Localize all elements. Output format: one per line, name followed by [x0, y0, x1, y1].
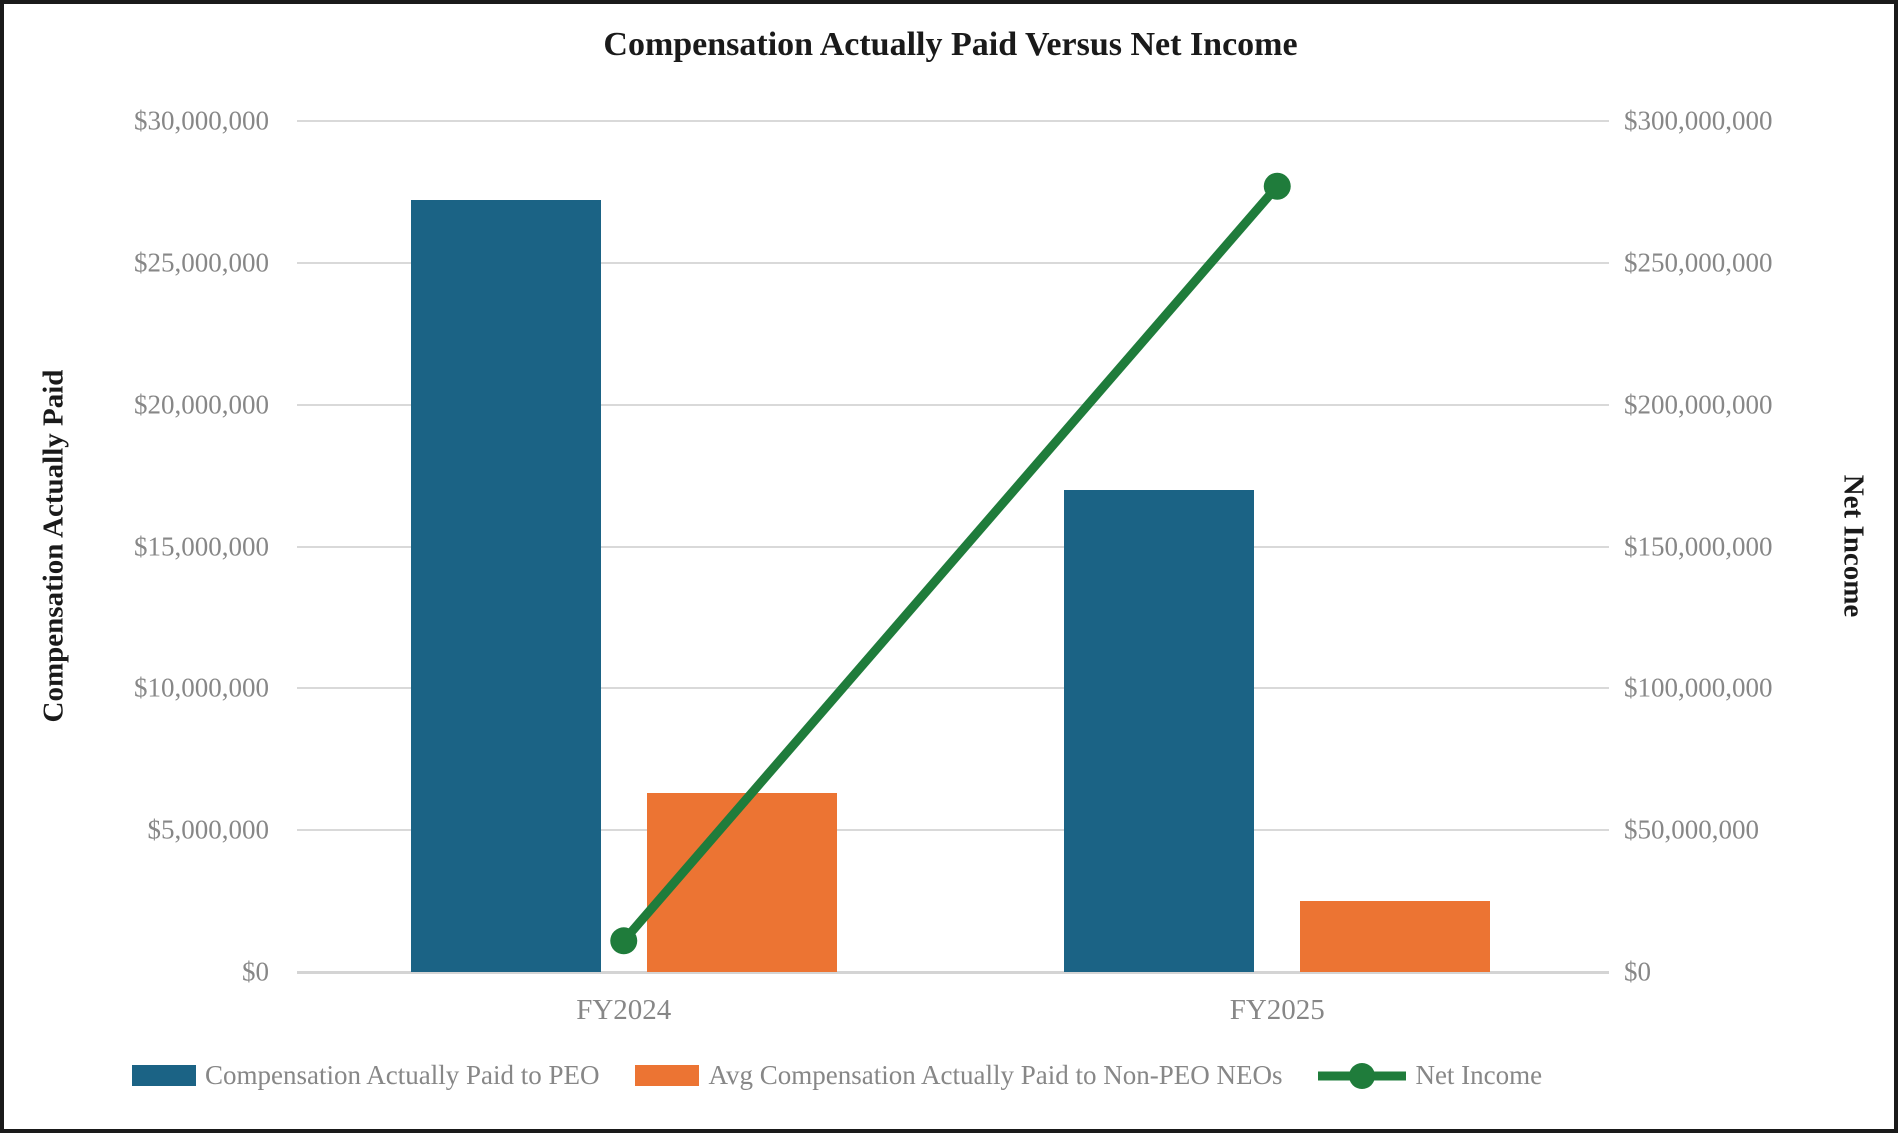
y-tick-label-left: $10,000,000	[134, 672, 269, 703]
right-axis-title: Net Income	[1837, 474, 1870, 618]
legend-line-dot-marker	[1318, 1062, 1407, 1089]
legend-label: Avg Compensation Actually Paid to Non-PE…	[708, 1060, 1283, 1090]
bar-non-peo-neos-fy2025	[1300, 901, 1491, 972]
legend-item: Net Income	[1318, 1060, 1542, 1091]
x-axis-line	[297, 971, 1609, 974]
bar-non-peo-neos-fy2024	[646, 793, 837, 972]
bar-peo-fy2024	[410, 200, 601, 972]
y-tick-label-right: $300,000,000	[1624, 105, 1773, 136]
legend-label: Compensation Actually Paid to PEO	[205, 1060, 600, 1090]
y-tick-label-left: $30,000,000	[134, 105, 269, 136]
y-tick-label-right: $150,000,000	[1624, 531, 1773, 561]
y-tick-label-left: $15,000,000	[134, 531, 269, 561]
y-tick-label-right: $250,000,000	[1624, 247, 1773, 278]
y-tick-label-left: $25,000,000	[134, 247, 269, 278]
legend: Compensation Actually Paid to PEO Avg Com…	[132, 1060, 1542, 1091]
y-tick-label-right: $100,000,000	[1624, 672, 1773, 703]
y-tick-label-left: $5,000,000	[147, 814, 270, 845]
y-tick-label-left: $0	[242, 956, 269, 987]
legend-swatch	[635, 1065, 700, 1086]
gridline	[297, 120, 1609, 122]
legend-item: Avg Compensation Actually Paid to Non-PE…	[635, 1060, 1282, 1091]
x-tick-label: FY2024	[576, 994, 672, 1026]
legend-label: Net Income	[1415, 1060, 1543, 1090]
y-tick-label-right: $0	[1624, 956, 1651, 987]
x-tick-label: FY2025	[1229, 994, 1325, 1026]
y-tick-label-left: $20,000,000	[134, 389, 269, 420]
chart-title: Compensation Actually Paid Versus Net In…	[603, 26, 1298, 63]
net-income-point-fy2025	[1263, 172, 1291, 200]
y-tick-label-right: $200,000,000	[1624, 389, 1773, 420]
net-income-line-layer	[610, 172, 1291, 955]
bar-peo-fy2025	[1064, 489, 1255, 972]
net-income-point-fy2024	[610, 927, 638, 955]
legend-item: Compensation Actually Paid to PEO	[132, 1060, 599, 1091]
legend-swatch	[132, 1065, 196, 1086]
y-tick-label-right: $50,000,000	[1624, 814, 1759, 845]
